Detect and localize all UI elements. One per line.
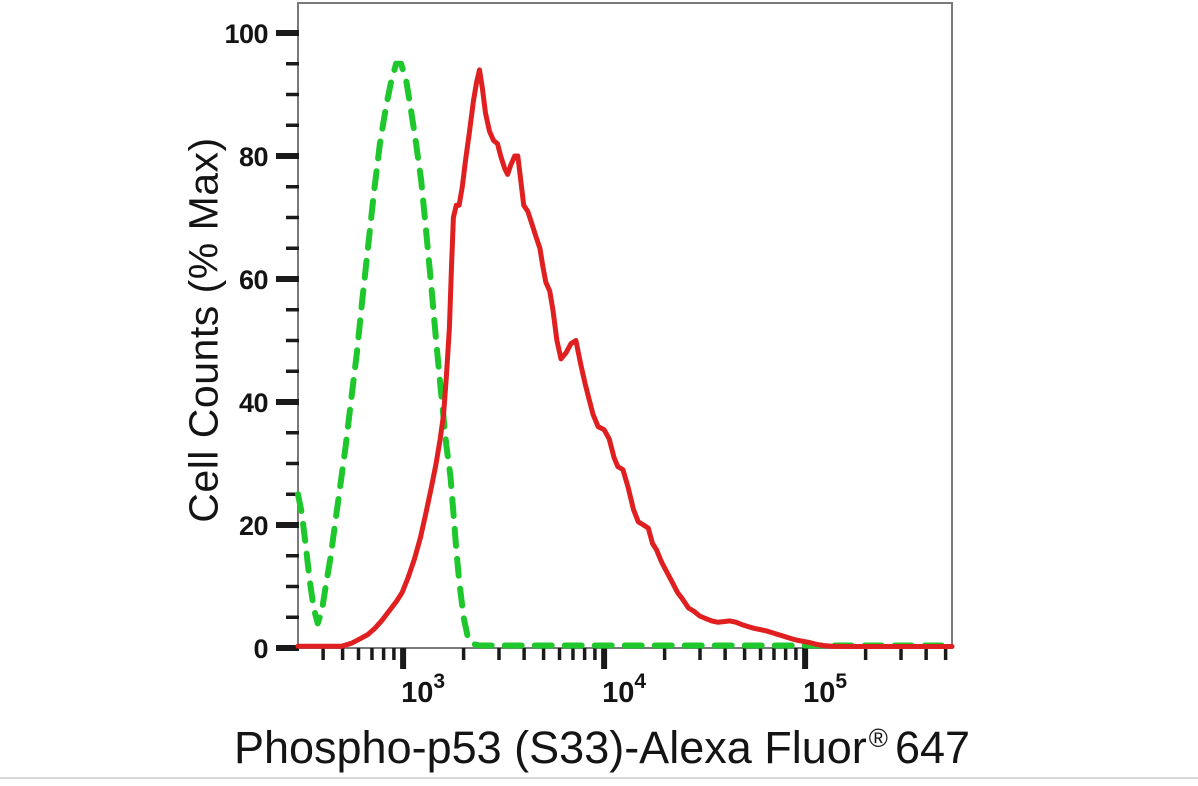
y-tick-label: 20 [239,511,268,541]
x-axis-title: Phospho-p53 (S33)-Alexa Fluor® 647 [234,722,970,774]
registered-trademark-symbol: ® [868,723,888,753]
x-tick-label: 103 [401,670,445,709]
page-bottom-divider [0,777,1198,779]
y-axis: 0 20 40 60 80 100 [224,19,299,664]
x-axis-title-main: Phospho-p53 (S33)-Alexa Fluor [233,722,867,773]
x-axis: 103 104 105 [321,648,948,709]
y-axis-title: Cell Counts (% Max) [181,137,228,522]
x-tick-label: 104 [602,670,646,709]
y-tick-label: 0 [253,634,268,664]
y-axis-title-text: Cell Counts (% Max) [180,137,227,523]
series-control-green-dashed [295,60,955,649]
y-tick-label: 80 [239,142,268,172]
x-axis-title-suffix: 647 [894,722,971,773]
plot-frame [297,2,953,649]
y-tick-label: 100 [224,19,268,49]
y-tick-label: 60 [239,265,268,295]
series-stained-red-solid [295,67,955,649]
x-tick-label: 105 [803,670,847,709]
y-tick-label: 40 [239,388,268,418]
